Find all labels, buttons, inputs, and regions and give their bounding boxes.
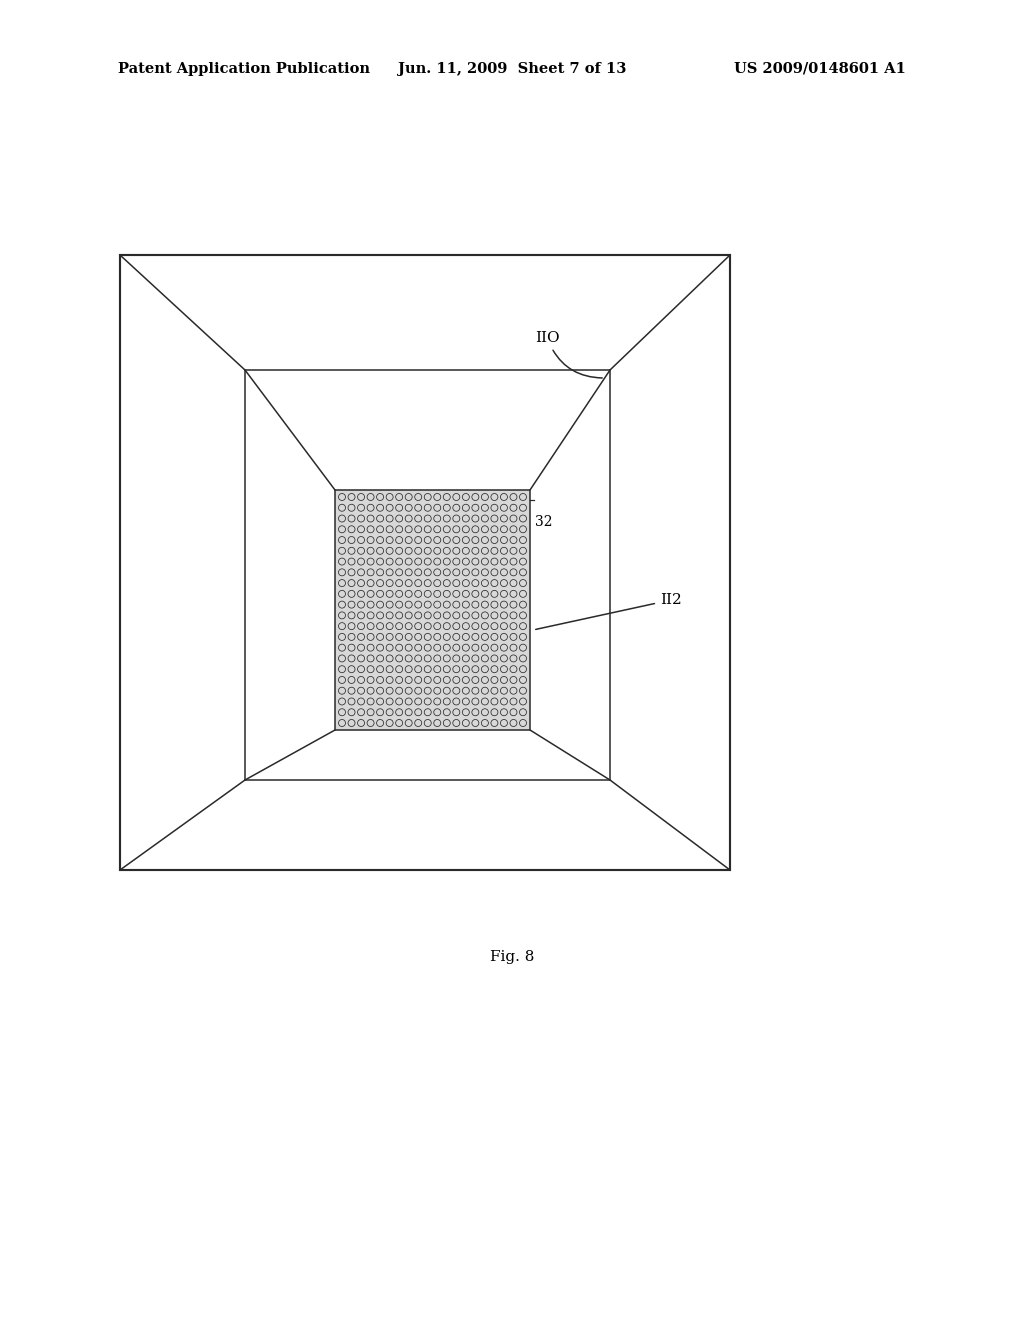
Text: US 2009/0148601 A1: US 2009/0148601 A1 [734,62,906,77]
Bar [335,490,530,730]
Text: Patent Application Publication: Patent Application Publication [118,62,370,77]
Text: IIO: IIO [535,331,602,378]
Bar [120,255,730,870]
Text: II2: II2 [536,593,682,630]
Bar [245,370,610,780]
Text: 32: 32 [535,515,553,529]
Text: Fig. 8: Fig. 8 [489,950,535,964]
Text: Jun. 11, 2009  Sheet 7 of 13: Jun. 11, 2009 Sheet 7 of 13 [397,62,627,77]
